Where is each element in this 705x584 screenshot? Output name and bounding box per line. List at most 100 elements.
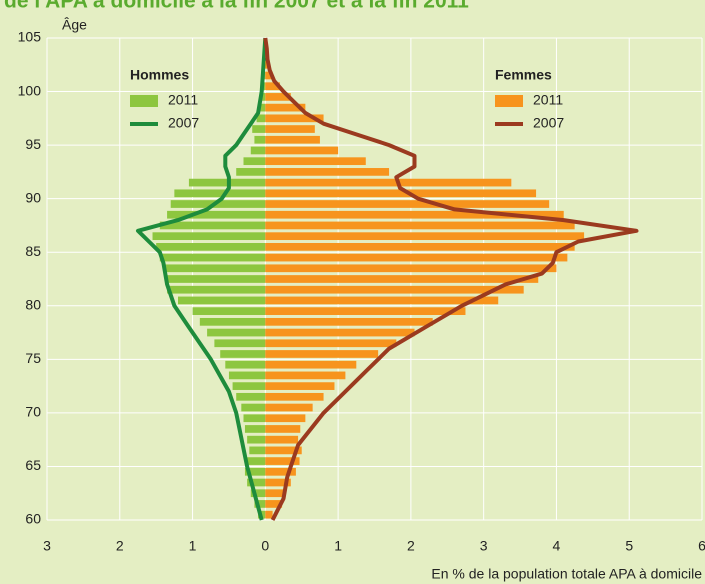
legend-swatch: [495, 95, 523, 107]
y-tick-label: 85: [25, 243, 41, 259]
bar: [250, 489, 266, 498]
y-tick-label: 65: [25, 457, 41, 473]
bar: [258, 103, 266, 112]
bar: [243, 414, 266, 423]
bar: [265, 382, 335, 390]
bar: [236, 392, 266, 401]
bar: [265, 210, 564, 219]
bar: [152, 232, 266, 241]
x-axis-label: En % de la population totale APA à domic…: [431, 566, 702, 582]
bar: [244, 425, 266, 433]
bar: [265, 489, 285, 498]
bar: [265, 232, 585, 241]
bar: [265, 103, 306, 112]
bar: [265, 189, 537, 198]
legend-label: 2007: [533, 115, 564, 131]
line: [263, 37, 639, 521]
bar: [174, 189, 266, 198]
bar: [265, 510, 273, 519]
bar: [225, 360, 266, 369]
x-tick-label: 2: [116, 538, 124, 554]
bar: [163, 264, 266, 273]
bar: [167, 285, 266, 294]
bar: [247, 457, 266, 465]
bar: [167, 275, 266, 283]
y-tick-label: 80: [25, 296, 41, 312]
bar: [265, 403, 313, 412]
bar: [192, 307, 266, 315]
bar: [178, 296, 266, 305]
bar: [265, 285, 524, 294]
legend-title: Femmes: [495, 67, 552, 83]
bar: [265, 221, 575, 230]
legend-title: Hommes: [130, 67, 189, 83]
bar: [254, 500, 266, 508]
bar: [156, 243, 266, 251]
bar: [265, 425, 301, 433]
bar: [265, 71, 273, 80]
bar: [167, 210, 266, 219]
y-tick-label: 100: [18, 82, 42, 98]
bar: [265, 446, 302, 455]
bar: [265, 296, 499, 305]
bar: [265, 253, 568, 262]
bar: [265, 414, 306, 423]
y-tick-label: 75: [25, 350, 41, 366]
bar: [265, 307, 466, 315]
bar: [252, 125, 266, 133]
y-tick-label: 70: [25, 404, 41, 420]
bar: [265, 500, 283, 508]
bar: [214, 339, 266, 348]
x-tick-label: 1: [189, 538, 197, 554]
bar: [265, 93, 291, 101]
line: [136, 37, 268, 521]
bar: [207, 328, 266, 337]
bar: [265, 157, 366, 166]
bar: [265, 200, 550, 208]
bar: [159, 221, 266, 230]
bar: [265, 125, 315, 133]
x-tick-label: 0: [261, 538, 269, 554]
bar: [247, 435, 266, 444]
chart-title: de l'APA à domicile à la fin 2007 et à l…: [4, 0, 469, 13]
x-tick-label: 3: [480, 538, 488, 554]
bar: [250, 146, 266, 155]
bar: [265, 317, 433, 326]
y-tick-label: 60: [25, 511, 41, 527]
bar: [265, 328, 415, 337]
x-tick-label: 3: [43, 538, 51, 554]
bar: [265, 467, 296, 476]
bar: [254, 135, 266, 144]
bar: [265, 146, 339, 155]
bar: [265, 243, 575, 251]
bar: [249, 446, 266, 455]
bar: [256, 114, 266, 123]
bar: [243, 157, 266, 166]
x-tick-label: 5: [625, 538, 633, 554]
bar: [159, 253, 266, 262]
bar: [228, 371, 266, 380]
bar: [170, 200, 266, 208]
y-tick-label: 105: [18, 29, 42, 45]
bar: [265, 435, 299, 444]
x-tick-label: 4: [553, 538, 561, 554]
bar: [236, 168, 266, 176]
x-tick-label: 1: [334, 538, 342, 554]
x-tick-label: 6: [698, 538, 705, 554]
legend-label: 2011: [168, 92, 198, 108]
legend-swatch: [130, 95, 158, 107]
bar: [265, 82, 280, 91]
bar: [265, 478, 291, 487]
y-tick-label: 95: [25, 136, 41, 152]
bar: [265, 275, 539, 283]
bar: [247, 478, 266, 487]
bar: [265, 135, 320, 144]
legend-label: 2007: [168, 115, 199, 131]
bar: [199, 317, 266, 326]
bar: [265, 350, 379, 358]
x-tick-label: 2: [407, 538, 415, 554]
bar: [265, 264, 557, 273]
y-tick-label: 90: [25, 189, 41, 205]
legend-label: 2011: [533, 92, 563, 108]
bar: [265, 178, 512, 187]
